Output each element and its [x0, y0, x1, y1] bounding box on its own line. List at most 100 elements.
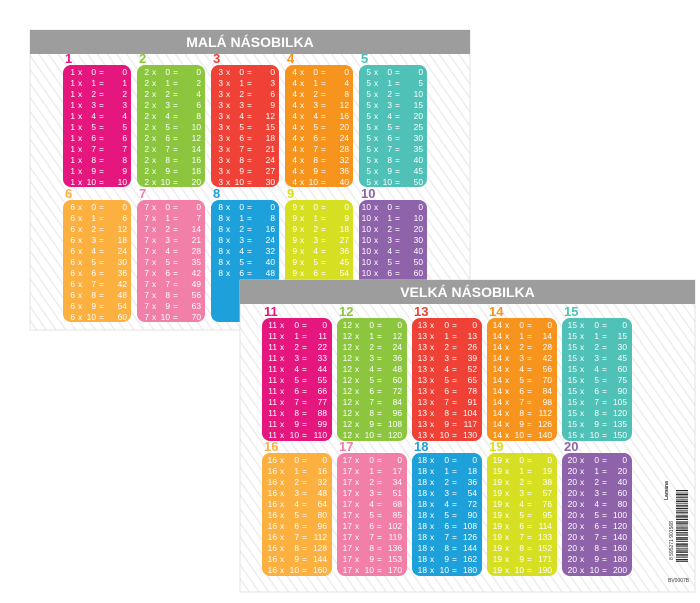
equals-sign: = [377, 342, 382, 352]
equals-sign: = [302, 397, 307, 407]
times-sign: x [152, 279, 157, 289]
factor: 5 [594, 375, 599, 385]
factor: 5 [239, 122, 244, 132]
factor: 6 [594, 386, 599, 396]
equals-sign: = [527, 331, 532, 341]
times-sign: x [78, 78, 83, 88]
factor: 3 [313, 100, 318, 110]
equals-sign: = [302, 455, 307, 465]
product: 18 [118, 235, 128, 245]
product: 60 [118, 312, 128, 322]
multiplicand: 15 [568, 375, 578, 385]
title-bar [30, 30, 470, 54]
equals-sign: = [173, 312, 178, 322]
equals-sign: = [527, 521, 532, 531]
factor: 0 [165, 67, 170, 77]
times-sign: x [280, 353, 285, 363]
equals-sign: = [321, 246, 326, 256]
equals-sign: = [247, 246, 252, 256]
multiplicand: 14 [493, 386, 503, 396]
product: 120 [388, 430, 402, 440]
product: 36 [393, 353, 403, 363]
factor: 8 [444, 543, 449, 553]
product: 99 [318, 419, 328, 429]
product: 162 [463, 554, 477, 564]
times-sign: x [280, 565, 285, 575]
equals-sign: = [527, 510, 532, 520]
times-sign: x [355, 397, 360, 407]
equals-sign: = [247, 177, 252, 187]
product: 20 [340, 122, 350, 132]
multiplicand: 10 [362, 268, 372, 278]
multiplicand: 9 [292, 213, 297, 223]
equals-sign: = [527, 455, 532, 465]
multiplicand: 7 [144, 246, 149, 256]
barcode-bar [676, 557, 688, 558]
equals-sign: = [377, 375, 382, 385]
factor: 3 [313, 235, 318, 245]
product: 72 [393, 386, 403, 396]
times-sign: x [580, 543, 585, 553]
times-sign: x [505, 397, 510, 407]
equals-sign: = [602, 364, 607, 374]
barcode-bar [676, 551, 688, 553]
multiplicand: 19 [493, 455, 503, 465]
times-sign: x [430, 565, 435, 575]
times-sign: x [152, 67, 157, 77]
factor: 0 [239, 202, 244, 212]
barcode-bar [676, 540, 688, 542]
factor: 3 [387, 235, 392, 245]
equals-sign: = [452, 386, 457, 396]
multiplicand: 4 [292, 67, 297, 77]
times-sign: x [78, 213, 83, 223]
product: 0 [270, 202, 275, 212]
factor: 6 [387, 133, 392, 143]
product: 8 [344, 89, 349, 99]
equals-sign: = [302, 510, 307, 520]
equals-sign: = [173, 155, 178, 165]
times-sign: x [580, 364, 585, 374]
multiplicand: 12 [343, 397, 353, 407]
product: 8 [270, 213, 275, 223]
table-box [359, 65, 427, 187]
product: 21 [266, 144, 276, 154]
product: 0 [418, 202, 423, 212]
factor: 9 [594, 554, 599, 564]
multiplicand: 7 [144, 312, 149, 322]
times-sign: x [355, 488, 360, 498]
equals-sign: = [321, 78, 326, 88]
times-sign: x [505, 331, 510, 341]
factor: 2 [91, 89, 96, 99]
times-sign: x [505, 408, 510, 418]
times-sign: x [505, 554, 510, 564]
factor: 8 [294, 408, 299, 418]
times-sign: x [78, 224, 83, 234]
times-sign: x [580, 455, 585, 465]
factor: 6 [165, 133, 170, 143]
multiplicand: 11 [268, 430, 277, 440]
times-sign: x [580, 521, 585, 531]
factor: 1 [294, 466, 299, 476]
multiplicand: 15 [568, 320, 578, 330]
product: 54 [118, 301, 128, 311]
factor: 1 [594, 331, 599, 341]
multiplicand: 15 [568, 353, 578, 363]
equals-sign: = [302, 353, 307, 363]
times-sign: x [280, 455, 285, 465]
multiplicand: 5 [366, 166, 371, 176]
product: 60 [414, 268, 424, 278]
factor: 10 [365, 565, 375, 575]
multiplicand: 14 [493, 320, 503, 330]
factor: 2 [519, 342, 524, 352]
factor: 4 [519, 364, 524, 374]
equals-sign: = [173, 78, 178, 88]
barcode-bar [676, 550, 688, 551]
barcode-bar [676, 528, 688, 529]
factor: 2 [387, 224, 392, 234]
times-sign: x [374, 257, 379, 267]
factor: 6 [387, 268, 392, 278]
factor: 0 [369, 320, 374, 330]
times-sign: x [78, 268, 83, 278]
times-sign: x [374, 144, 379, 154]
